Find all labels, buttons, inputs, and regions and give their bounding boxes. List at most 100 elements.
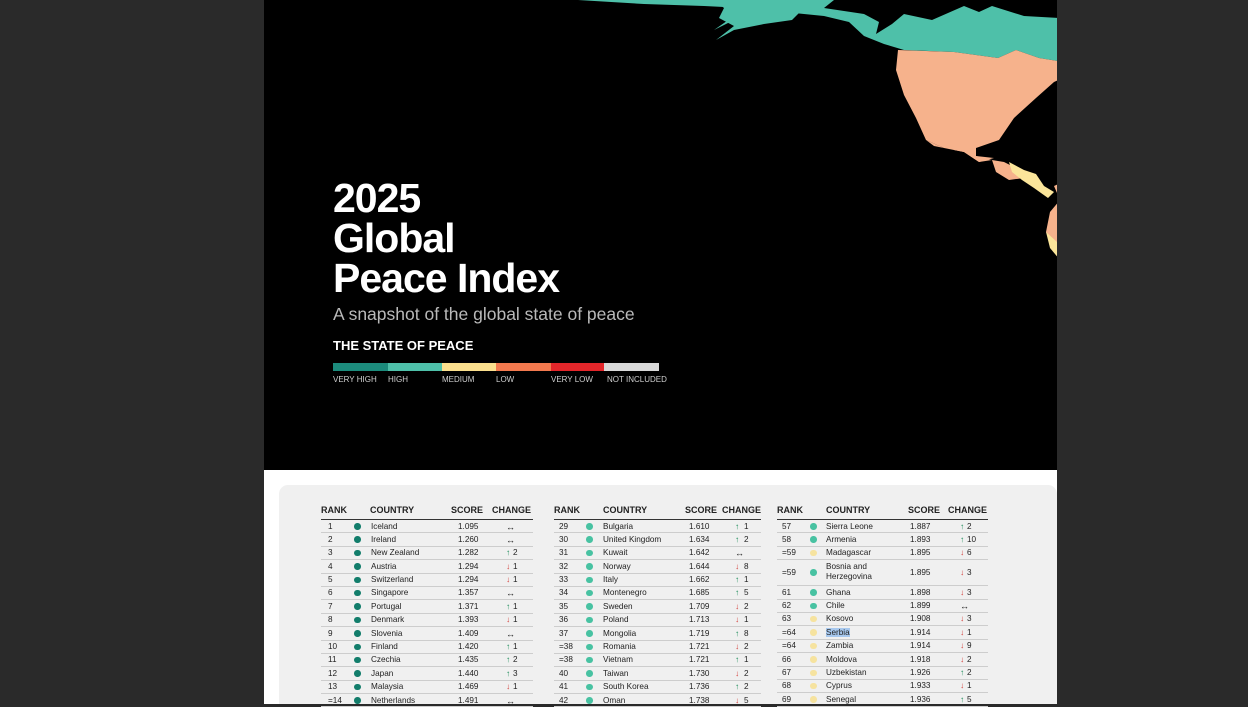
table-header: RANK COUNTRY SCORE CHANGE bbox=[321, 503, 533, 520]
rank-cell: 62 bbox=[782, 601, 792, 611]
arrow-down-icon: ↓ bbox=[960, 614, 965, 624]
change-value: 2 bbox=[744, 534, 749, 544]
no-change-icon: ↔ bbox=[506, 588, 515, 599]
table-row: 66 Moldova 1.918 ↓ 2 bbox=[777, 653, 988, 667]
change-value: 3 bbox=[967, 614, 972, 624]
rank-cell: 37 bbox=[559, 628, 569, 638]
status-dot bbox=[810, 602, 817, 610]
status-dot bbox=[354, 523, 361, 530]
arrow-down-icon: ↓ bbox=[506, 575, 511, 585]
americas-map bbox=[578, 0, 1057, 257]
arrow-up-icon: ↑ bbox=[506, 548, 511, 558]
rank-cell: 69 bbox=[782, 694, 792, 704]
rank-cell: 57 bbox=[782, 521, 792, 531]
no-change-icon: ↔ bbox=[506, 628, 515, 639]
rank-cell: 12 bbox=[328, 668, 338, 678]
rank-cell: 9 bbox=[328, 628, 333, 638]
arrow-up-icon: ↑ bbox=[960, 668, 965, 678]
country-cell: Vietnam bbox=[603, 655, 633, 665]
score-cell: 1.260 bbox=[458, 534, 479, 544]
legend-swatch-medium bbox=[442, 363, 496, 371]
legend-label-low: LOW bbox=[496, 375, 515, 384]
score-cell: 1.918 bbox=[910, 654, 931, 664]
rank-cell: 63 bbox=[782, 614, 792, 624]
country-cell: Mongolia bbox=[603, 628, 637, 638]
table-row: 67 Uzbekistan 1.926 ↑ 2 bbox=[777, 667, 988, 680]
no-change-icon: ↔ bbox=[960, 601, 969, 612]
country-cell: Norway bbox=[603, 561, 631, 571]
map-panel: 2025 Global Peace Index A snapshot of th… bbox=[264, 0, 1057, 470]
ranking-table-3: RANK COUNTRY SCORE CHANGE 57 Sierra Leone 1.88… bbox=[777, 503, 988, 707]
country-cell: Bulgaria bbox=[603, 521, 634, 531]
score-cell: 1.420 bbox=[458, 642, 479, 652]
rank-cell: =38 bbox=[559, 655, 573, 665]
table-row: 42 Oman 1.738 ↓ 5 bbox=[554, 694, 761, 707]
status-dot bbox=[586, 536, 593, 543]
table-row: =38 Romania 1.721 ↓ 2 bbox=[554, 641, 761, 654]
status-dot bbox=[586, 563, 593, 570]
score-cell: 1.371 bbox=[458, 601, 479, 611]
rank-cell: 61 bbox=[782, 587, 792, 597]
status-dot bbox=[586, 616, 593, 624]
rank-cell: 41 bbox=[559, 682, 569, 692]
country-cell: Madagascar bbox=[826, 548, 872, 558]
rank-cell: =14 bbox=[328, 695, 342, 705]
status-dot bbox=[354, 549, 361, 557]
change-value: 2 bbox=[967, 654, 972, 664]
status-dot bbox=[810, 523, 817, 530]
country-cell: Czechia bbox=[371, 655, 401, 665]
rank-cell: 40 bbox=[559, 668, 569, 678]
score-cell: 1.662 bbox=[689, 575, 710, 585]
status-dot bbox=[586, 656, 593, 664]
score-cell: 1.914 bbox=[910, 627, 931, 637]
change-value: 2 bbox=[513, 548, 518, 558]
status-dot bbox=[586, 589, 593, 597]
score-cell: 1.294 bbox=[458, 561, 479, 571]
rank-cell: 66 bbox=[782, 654, 792, 664]
score-cell: 1.936 bbox=[910, 694, 931, 704]
score-cell: 1.642 bbox=[689, 548, 710, 558]
arrow-down-icon: ↓ bbox=[735, 615, 740, 625]
change-value: 9 bbox=[967, 641, 972, 651]
legend-title: THE STATE OF PEACE bbox=[333, 338, 474, 353]
table-row: 69 Senegal 1.936 ↑ 5 bbox=[777, 693, 988, 707]
status-dot bbox=[810, 569, 817, 576]
change-value: 1 bbox=[513, 682, 518, 692]
map-region-canada bbox=[578, 0, 1057, 61]
change-value: 5 bbox=[967, 694, 972, 704]
change-value: 1 bbox=[967, 681, 972, 691]
table-row: 6 Singapore 1.357 ↔ bbox=[321, 587, 533, 601]
score-cell: 1.736 bbox=[689, 682, 710, 692]
change-value: 1 bbox=[967, 627, 972, 637]
arrow-up-icon: ↑ bbox=[506, 668, 511, 678]
rank-cell: 13 bbox=[328, 682, 338, 692]
score-cell: 1.282 bbox=[458, 548, 479, 558]
country-cell: Ghana bbox=[826, 587, 851, 597]
status-dot bbox=[586, 683, 593, 691]
country-cell: Switzerland bbox=[371, 575, 414, 585]
legend-color-bar bbox=[333, 363, 659, 371]
report-title-line-3: Peace Index bbox=[333, 255, 560, 301]
status-dot bbox=[354, 670, 361, 677]
score-cell: 1.644 bbox=[689, 561, 710, 571]
country-cell: South Korea bbox=[603, 682, 649, 692]
status-dot bbox=[810, 669, 817, 677]
table-row: =64 Zambia 1.914 ↓ 9 bbox=[777, 640, 988, 654]
change-value: 1 bbox=[513, 601, 518, 611]
score-cell: 1.887 bbox=[910, 521, 931, 531]
no-change-icon: ↔ bbox=[506, 521, 515, 532]
arrow-up-icon: ↑ bbox=[506, 642, 511, 652]
score-cell: 1.709 bbox=[689, 601, 710, 611]
status-dot bbox=[586, 603, 593, 610]
country-cell: Moldova bbox=[826, 654, 857, 664]
change-value: 2 bbox=[744, 642, 749, 652]
rank-cell: =64 bbox=[782, 627, 796, 637]
rank-cell: =38 bbox=[559, 642, 573, 652]
arrow-up-icon: ↑ bbox=[960, 534, 965, 544]
legend-swatch-very-low bbox=[551, 363, 604, 371]
score-cell: 1.357 bbox=[458, 588, 479, 598]
rank-cell: 33 bbox=[559, 575, 569, 585]
table-row: 12 Japan 1.440 ↑ 3 bbox=[321, 667, 533, 681]
table-row: =14 Netherlands 1.491 ↔ bbox=[321, 694, 533, 707]
arrow-down-icon: ↓ bbox=[960, 654, 965, 664]
